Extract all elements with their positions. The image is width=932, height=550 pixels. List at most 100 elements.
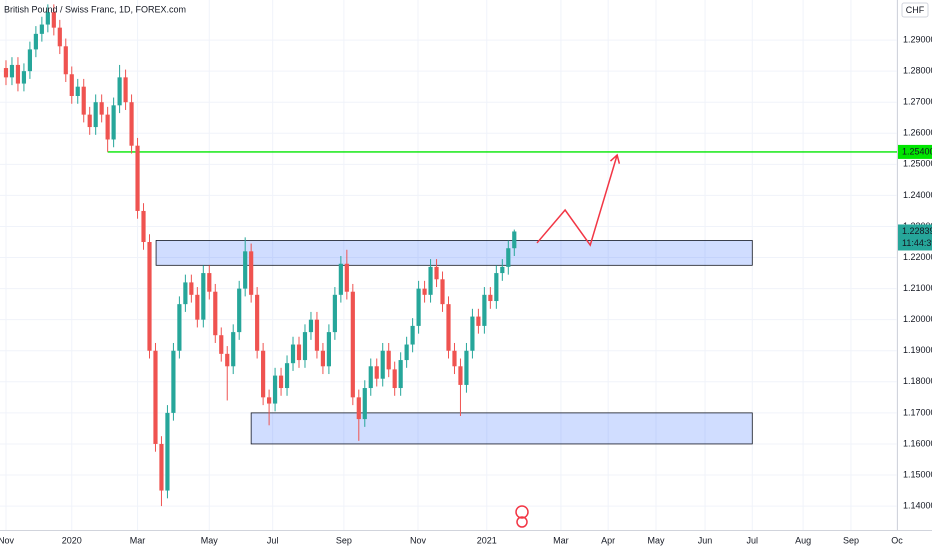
candle-body bbox=[255, 294, 260, 351]
candle-body bbox=[135, 145, 140, 211]
candle-body bbox=[153, 350, 158, 444]
event-icon[interactable] bbox=[516, 516, 528, 528]
y-tick-label: 1.27000 bbox=[903, 97, 932, 107]
candle-body bbox=[219, 335, 224, 354]
candle-body bbox=[213, 291, 218, 336]
candle-body bbox=[380, 350, 385, 379]
y-tick-label: 1.26000 bbox=[903, 128, 932, 138]
candle-body bbox=[147, 242, 152, 351]
candle-body bbox=[374, 366, 379, 379]
event-icon[interactable] bbox=[515, 505, 529, 519]
candle-body bbox=[506, 248, 511, 267]
last-price-tag bbox=[898, 224, 932, 251]
currency-label[interactable]: CHF bbox=[906, 5, 925, 15]
candle-body bbox=[350, 291, 355, 398]
x-tick-label: May bbox=[647, 535, 665, 545]
zone bbox=[155, 240, 753, 266]
x-tick-label: Apr bbox=[601, 535, 615, 545]
candle-body bbox=[302, 332, 308, 361]
candle-body bbox=[177, 304, 182, 351]
candle-body bbox=[362, 388, 367, 420]
y-tick-label: 1.19000 bbox=[903, 345, 932, 355]
candle-body bbox=[272, 375, 278, 404]
candle-body bbox=[159, 443, 164, 491]
candle-body bbox=[278, 375, 284, 389]
x-tick-label: Jun bbox=[698, 535, 713, 545]
candle-body bbox=[356, 397, 361, 420]
candle-body bbox=[27, 49, 32, 72]
candle-body bbox=[171, 350, 176, 413]
candle-body bbox=[470, 316, 475, 351]
countdown-label: 11:44:39 bbox=[902, 238, 932, 248]
candle-body bbox=[458, 366, 463, 385]
candle-body bbox=[111, 105, 116, 140]
candle-body bbox=[416, 288, 421, 326]
candle-body bbox=[3, 68, 9, 78]
candle-body bbox=[482, 294, 487, 326]
candle-body bbox=[225, 353, 230, 367]
candle-body bbox=[464, 350, 469, 385]
candle-body bbox=[344, 263, 349, 292]
currency-box[interactable] bbox=[901, 2, 929, 18]
candle-body bbox=[314, 319, 320, 351]
candle-body bbox=[308, 319, 314, 333]
candle-body bbox=[434, 266, 439, 280]
y-tick-label: 1.15000 bbox=[903, 469, 932, 479]
zone bbox=[250, 412, 753, 445]
candle-body bbox=[428, 266, 433, 295]
chart-title: British Pound / Swiss Franc, 1D, FOREX.c… bbox=[4, 4, 186, 14]
x-tick-label: Sep bbox=[336, 535, 352, 545]
candle-body bbox=[440, 279, 445, 305]
last-price-label: 1.22839 bbox=[902, 226, 932, 236]
candle-body bbox=[15, 64, 21, 84]
candle-body bbox=[69, 74, 74, 96]
x-tick-label: 2021 bbox=[477, 535, 497, 545]
candle-body bbox=[33, 33, 38, 50]
candle-body bbox=[261, 350, 266, 398]
candle-body bbox=[165, 412, 170, 491]
events-icon[interactable] bbox=[515, 505, 529, 528]
candle-body bbox=[237, 288, 242, 333]
candle-body bbox=[57, 27, 62, 47]
y-tick-label: 1.18000 bbox=[903, 376, 932, 386]
candle-body bbox=[512, 231, 517, 249]
candle-body bbox=[81, 86, 86, 115]
candle-body bbox=[368, 366, 373, 389]
x-tick-label: Jul bbox=[747, 535, 759, 545]
candle-body bbox=[332, 294, 337, 333]
candle-body bbox=[284, 363, 290, 389]
candle-body bbox=[446, 304, 451, 351]
x-tick-label: Mar bbox=[553, 535, 569, 545]
candle-body bbox=[386, 350, 391, 370]
candle-body bbox=[267, 397, 272, 404]
candle-body bbox=[195, 294, 200, 320]
x-tick-label: Nov bbox=[410, 535, 427, 545]
x-tick-label: Aug bbox=[795, 535, 811, 545]
arrow-path bbox=[536, 154, 618, 247]
candle-body bbox=[392, 369, 397, 389]
candle-body bbox=[129, 102, 134, 146]
candle-body bbox=[398, 360, 403, 389]
y-tick-label: 1.21000 bbox=[903, 283, 932, 293]
candle-body bbox=[452, 350, 457, 367]
candle-body bbox=[51, 12, 56, 28]
candle-body bbox=[231, 332, 236, 367]
x-tick-label: May bbox=[201, 535, 219, 545]
y-tick-label: 1.25000 bbox=[903, 159, 932, 169]
candle-body bbox=[141, 210, 146, 243]
candle-body bbox=[326, 332, 331, 367]
candle-body bbox=[189, 282, 194, 295]
candle-body bbox=[45, 12, 50, 25]
candle-body bbox=[296, 344, 302, 361]
candle-body bbox=[207, 273, 212, 292]
candle-body bbox=[123, 77, 128, 103]
candle-body bbox=[243, 251, 248, 289]
candle-body bbox=[63, 46, 68, 75]
candle-body bbox=[183, 282, 188, 305]
candle-body bbox=[404, 344, 409, 361]
candle-body bbox=[494, 273, 499, 302]
candle-body bbox=[93, 102, 98, 128]
candle-body bbox=[21, 71, 27, 84]
